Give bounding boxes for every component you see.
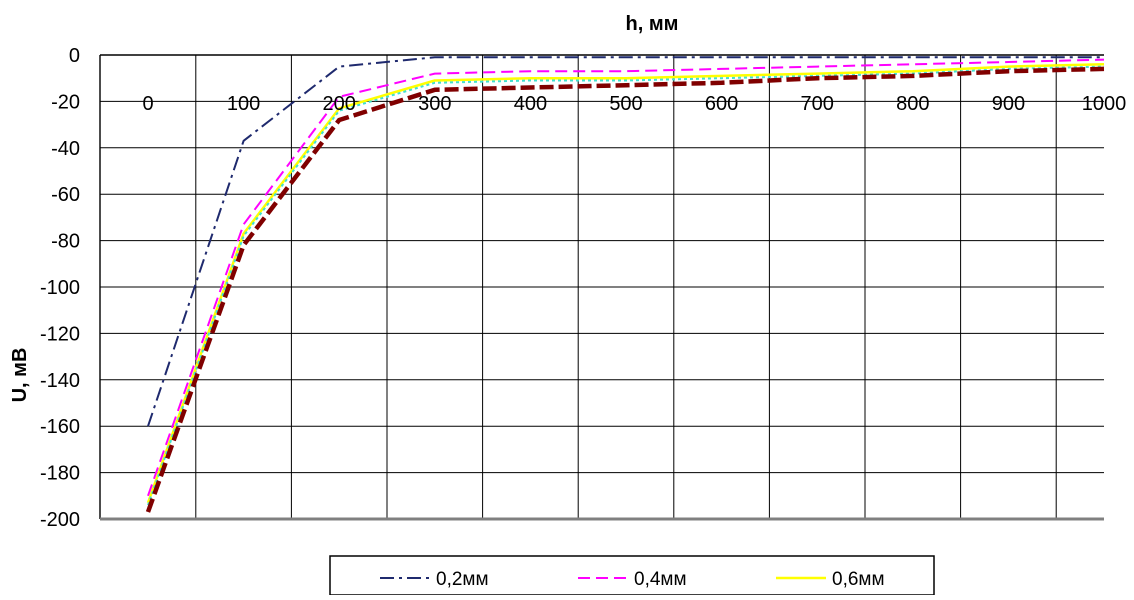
y-tick-label: -140 [40, 370, 80, 392]
y-tick-label: -120 [40, 323, 80, 345]
grid [100, 55, 1104, 519]
y-tick-label: -100 [40, 277, 80, 299]
y-tick-label: -160 [40, 416, 80, 438]
x-tick-label: 100 [227, 93, 260, 115]
y-axis-title: U, мВ [9, 348, 31, 403]
x-tick-label: 1000 [1082, 93, 1127, 115]
x-tick-label: 900 [992, 93, 1025, 115]
series-line-2 [147, 58, 1105, 497]
y-tick-label: -20 [51, 91, 80, 113]
axes [99, 54, 1104, 521]
y-tick-label: -40 [51, 138, 80, 160]
tick-labels: 0 -20 -40 -60 -80 -100 -120 -140 -160 -180 -200 0 10… [40, 45, 1126, 531]
legend-label: 0,6мм [832, 569, 885, 590]
series-line-5 [145, 66, 1105, 513]
x-tick-label: 0 [142, 93, 153, 115]
x-tick-label: 700 [801, 93, 834, 115]
legend-label: 0,2мм [436, 569, 489, 590]
x-tick-label: 200 [323, 93, 356, 115]
x-tick-label: 400 [514, 93, 547, 115]
x-tick-label: 500 [609, 93, 642, 115]
y-tick-label: -60 [51, 184, 80, 206]
x-tick-label: 300 [418, 93, 451, 115]
series-line-4 [147, 65, 1105, 506]
legend-label: 0,4мм [634, 569, 687, 590]
y-tick-label: -80 [51, 231, 80, 253]
legend: 0,2мм 0,4мм 0,6мм [329, 555, 935, 596]
series-lines [145, 56, 1105, 513]
x-tick-label: 600 [705, 93, 738, 115]
series-line-3 [146, 63, 1105, 504]
y-tick-label: -180 [40, 463, 80, 485]
x-axis-title: h, мм [626, 13, 679, 35]
y-tick-label: 0 [69, 45, 80, 67]
x-tick-label: 800 [896, 93, 929, 115]
y-tick-label: -200 [40, 509, 80, 531]
series-line-1 [147, 56, 1104, 427]
